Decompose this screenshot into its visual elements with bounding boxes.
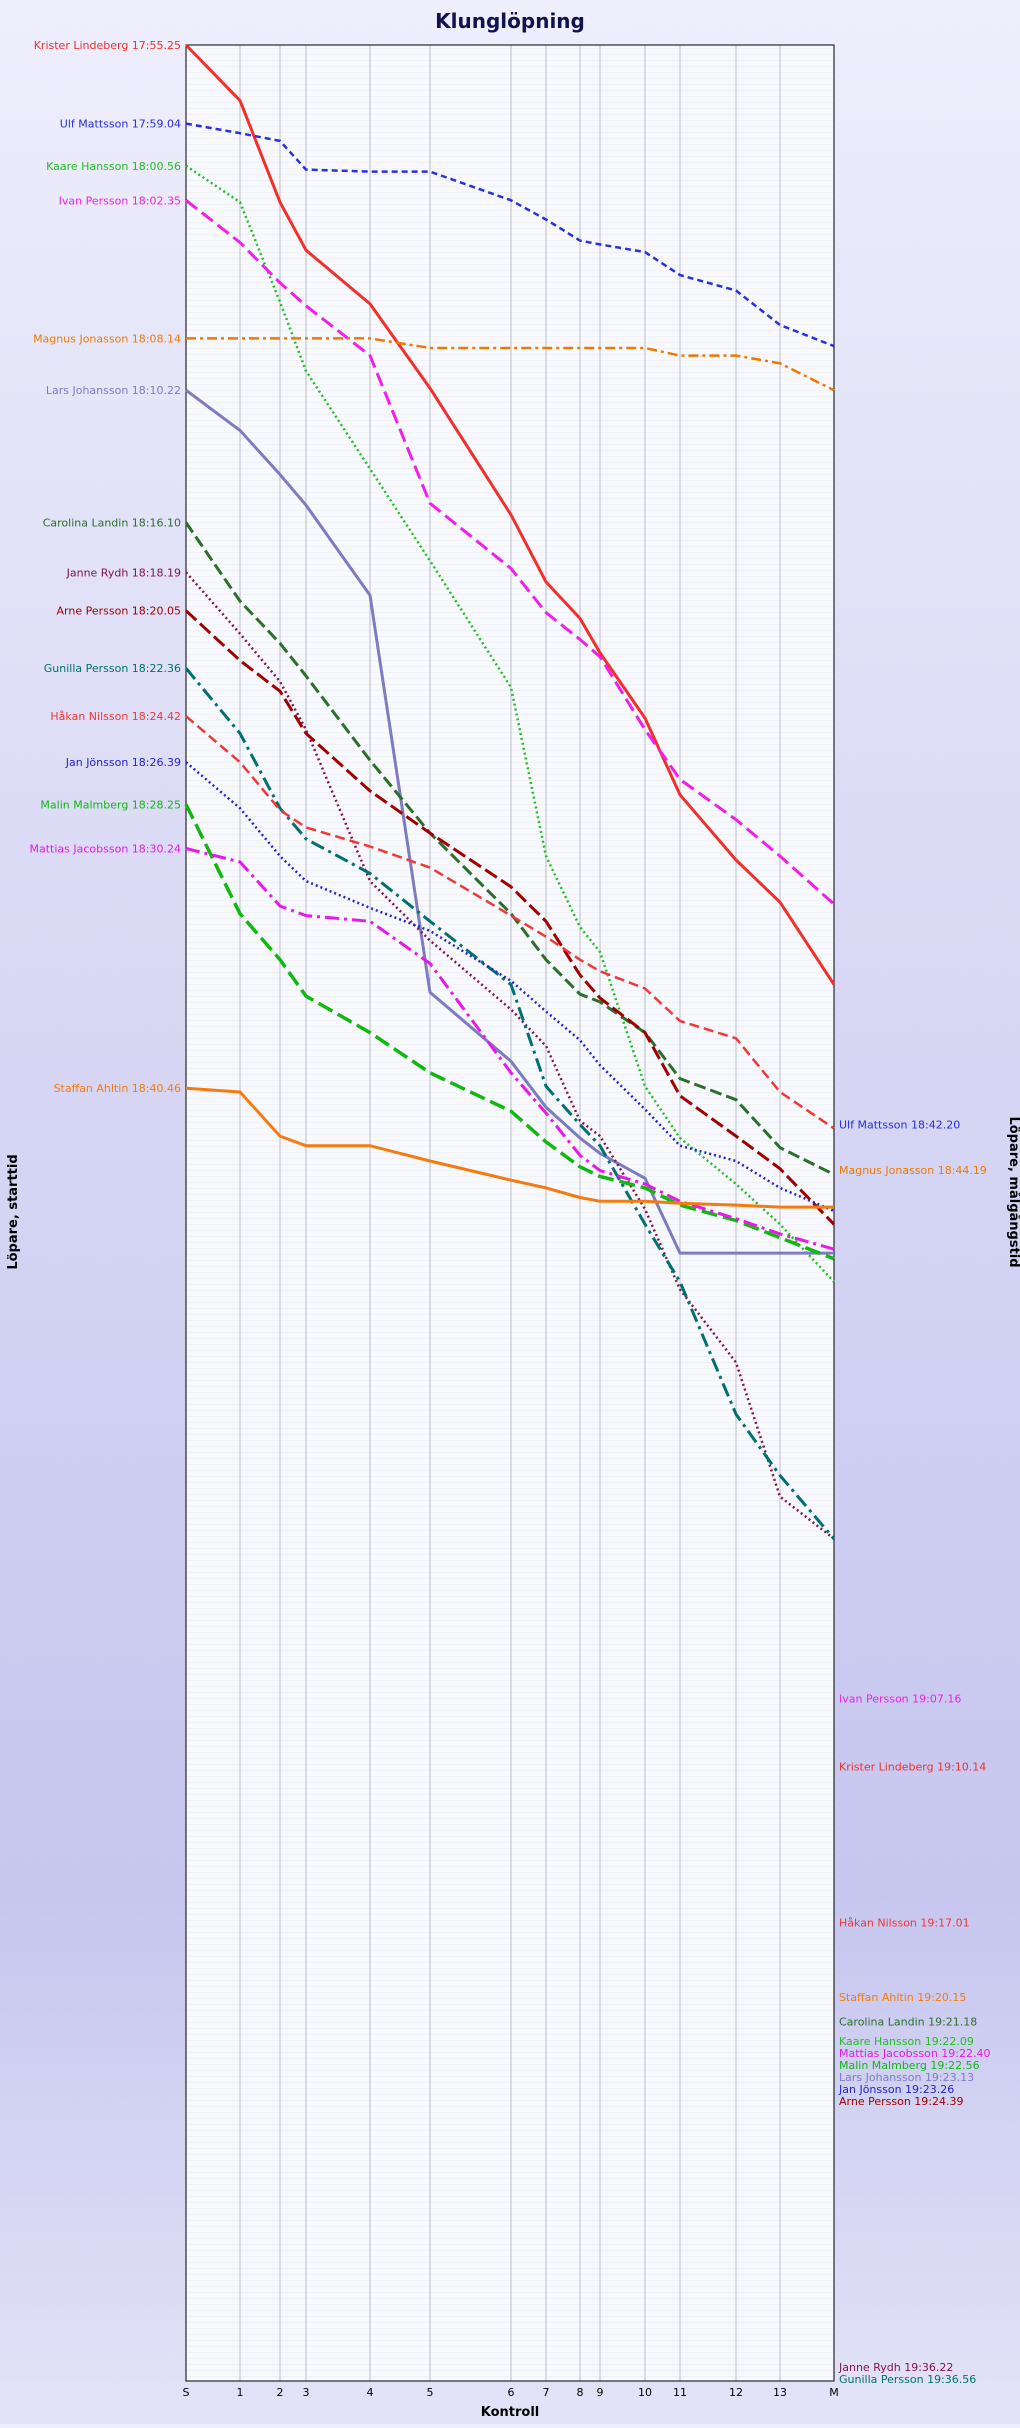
start-label-gunilla-persson: Gunilla Persson 18:22.36 xyxy=(44,662,181,675)
finish-label-arne-persson: Arne Persson 19:24.39 xyxy=(839,2095,963,2108)
series-line-lars-johansson xyxy=(185,388,834,1255)
chart-title: Klunglöpning xyxy=(435,9,585,33)
x-tick-S: S xyxy=(183,2386,190,2399)
finish-label-malin-malmberg: Malin Malmberg 19:22.56 xyxy=(839,2059,980,2072)
start-label-carolina-landin: Carolina Landin 18:16.10 xyxy=(43,517,181,530)
start-label-jan-jonsson: Jan Jönsson 18:26.39 xyxy=(65,756,181,769)
finish-label-gunilla-persson: Gunilla Persson 19:36.56 xyxy=(839,2373,976,2386)
series-line-ulf-mattsson xyxy=(185,122,835,348)
series-line-jan-jonsson xyxy=(185,761,835,1213)
x-tick-8: 8 xyxy=(577,2386,584,2399)
x-tick-11: 11 xyxy=(673,2386,687,2399)
start-label-kaare-hansson: Kaare Hansson 18:00.56 xyxy=(46,160,181,173)
finish-label-staffan-ahltin: Staffan Ahltin 19:20.15 xyxy=(839,1991,966,2004)
start-label-staffan-ahltin: Staffan Ahltin 18:40.46 xyxy=(54,1082,181,1095)
label-layer: Krister Lindeberg 17:55.25 Ulf Mattsson 1… xyxy=(30,39,991,2386)
x-tick-13: 13 xyxy=(773,2386,787,2399)
series-line-staffan-ahltin xyxy=(185,1086,834,1209)
finish-label-carolina-landin: Carolina Landin 19:21.18 xyxy=(839,2015,977,2028)
finish-label-kaare-hansson: Kaare Hansson 19:22.09 xyxy=(839,2035,974,2048)
x-tick-7: 7 xyxy=(543,2386,550,2399)
x-tick-9: 9 xyxy=(597,2386,604,2399)
start-label-ulf-mattsson: Ulf Mattsson 17:59.04 xyxy=(60,118,181,131)
start-label-hakan-nilsson: Håkan Nilsson 18:24.42 xyxy=(50,710,181,723)
start-label-janne-rydh: Janne Rydh 18:18.19 xyxy=(66,566,181,579)
gridlines xyxy=(239,45,781,2381)
finish-label-krister-lindeberg: Krister Lindeberg 19:10.14 xyxy=(839,1761,986,1774)
finish-label-ivan-persson: Ivan Persson 19:07.16 xyxy=(839,1692,961,1705)
series-line-gunilla-persson xyxy=(184,667,836,1540)
series-line-mattias-jacobsson xyxy=(185,847,835,1251)
finish-label-magnus-jonasson: Magnus Jonasson 18:44.19 xyxy=(839,1164,987,1177)
x-tick-4: 4 xyxy=(367,2386,374,2399)
x-tick-2: 2 xyxy=(277,2386,284,2399)
x-tick-labels: S 1 2 3 4 5 6 7 8 9 10 11 12 13 M xyxy=(183,2386,839,2399)
plot-frame xyxy=(185,44,835,2382)
y-axis-label-left: Löpare, starttid xyxy=(6,1154,21,1269)
finish-label-mattias-jacobsson: Mattias Jacobsson 19:22.40 xyxy=(839,2047,990,2060)
start-label-krister-lindeberg: Krister Lindeberg 17:55.25 xyxy=(34,39,181,52)
series-line-magnus-jonasson xyxy=(186,337,835,392)
x-tick-12: 12 xyxy=(729,2386,743,2399)
series-layer xyxy=(184,43,836,1540)
x-tick-6: 6 xyxy=(508,2386,515,2399)
x-tick-3: 3 xyxy=(303,2386,310,2399)
finish-label-lars-johansson: Lars Johansson 19:23.13 xyxy=(839,2071,974,2084)
x-tick-5: 5 xyxy=(427,2386,434,2399)
start-label-mattias-jacobsson: Mattias Jacobsson 18:30.24 xyxy=(30,843,181,856)
plot-minor-grid xyxy=(186,45,834,2381)
finish-label-jan-jonsson: Jan Jönsson 19:23.26 xyxy=(838,2083,954,2096)
start-label-lars-johansson: Lars Johansson 18:10.22 xyxy=(46,384,181,397)
series-line-kaare-hansson xyxy=(185,164,835,1283)
series-line-krister-lindeberg xyxy=(184,43,836,986)
x-tick-10: 10 xyxy=(638,2386,652,2399)
start-label-magnus-jonasson: Magnus Jonasson 18:08.14 xyxy=(33,332,181,345)
start-label-arne-persson: Arne Persson 18:20.05 xyxy=(57,605,181,618)
x-axis-label: Kontroll xyxy=(481,2405,540,2420)
finish-label-hakan-nilsson: Håkan Nilsson 19:17.01 xyxy=(839,1917,970,1930)
series-line-arne-persson xyxy=(184,609,836,1226)
series-line-hakan-nilsson xyxy=(185,715,835,1130)
start-label-ivan-persson: Ivan Persson 18:02.35 xyxy=(59,194,181,207)
series-line-carolina-landin xyxy=(184,521,835,1176)
finish-label-ulf-mattsson: Ulf Mattsson 18:42.20 xyxy=(839,1119,960,1132)
x-tick-M: M xyxy=(829,2386,839,2399)
series-line-ivan-persson xyxy=(185,199,835,906)
x-tick-1: 1 xyxy=(237,2386,244,2399)
series-line-malin-malmberg xyxy=(184,803,835,1261)
series-line-janne-rydh xyxy=(185,571,835,1540)
start-label-malin-malmberg: Malin Malmberg 18:28.25 xyxy=(40,798,181,811)
finish-label-janne-rydh: Janne Rydh 19:36.22 xyxy=(838,2361,953,2374)
y-axis-label-right: Löpare, målgångstid xyxy=(1006,1116,1020,1267)
